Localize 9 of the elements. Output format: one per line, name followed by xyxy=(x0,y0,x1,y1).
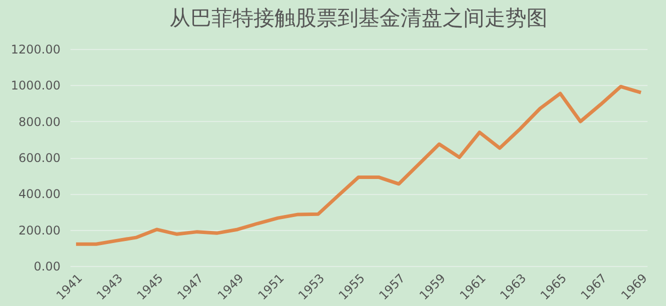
y-tick-label: 0.00 xyxy=(34,260,60,274)
y-tick-label: 800.00 xyxy=(18,114,60,129)
y-tick-label: 400.00 xyxy=(18,187,60,202)
line-series xyxy=(74,84,643,246)
y-tick-label: 200.00 xyxy=(18,223,60,238)
y-tick-label: 600.00 xyxy=(18,151,60,165)
y-tick-label: 1000.00 xyxy=(10,78,60,93)
y-tick-label: 1200.00 xyxy=(10,42,60,56)
chart-title: 从巴菲特接触股票到基金清盘之间走势图 xyxy=(170,6,548,30)
